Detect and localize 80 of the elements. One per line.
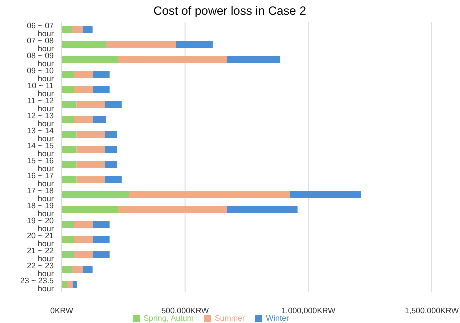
y-tick-label: 12 ~ 13 hour: [27, 111, 55, 128]
bar: [83, 266, 93, 273]
bar: [93, 71, 110, 78]
bar: [62, 221, 74, 228]
bar: [93, 251, 110, 258]
chart-title: Cost of power loss in Case 2: [152, 3, 308, 20]
bar: [104, 161, 118, 168]
bar: [62, 131, 77, 138]
legend-label: Summer: [214, 314, 246, 323]
bar: [93, 86, 110, 93]
bar: [76, 161, 105, 168]
bar: [62, 191, 130, 198]
y-tick-label: 08 ~ 09 hour: [27, 51, 55, 68]
bar: [72, 281, 78, 288]
bar: [93, 116, 106, 123]
bar: [104, 101, 122, 108]
bar: [76, 176, 105, 183]
bar: [62, 41, 106, 48]
bar: [176, 41, 213, 48]
bar: [106, 41, 176, 48]
bar: [129, 191, 290, 198]
bar: [62, 116, 74, 123]
bar: [93, 221, 110, 228]
bar: [83, 26, 93, 33]
y-tick-label: 23 ~ 23.5 hour: [20, 276, 55, 294]
y-tick-label: 06 ~ 07 hour: [27, 21, 55, 38]
y-tick-label: 14 ~ 15 hour: [27, 141, 55, 158]
bar: [104, 176, 122, 183]
bar: [118, 206, 228, 213]
bar: [227, 56, 281, 63]
bar: [74, 251, 94, 258]
y-tick-label: 18 ~ 19 hour: [27, 201, 55, 218]
legend-label: Spring, Autum: [144, 314, 194, 323]
bar: [62, 161, 77, 168]
bar: [62, 101, 77, 108]
bar: [67, 281, 73, 288]
y-tick-label: 15 ~ 16 hour: [27, 156, 55, 174]
bar: [104, 131, 118, 138]
bar: [62, 251, 74, 258]
bar: [227, 206, 298, 213]
bar: [74, 116, 94, 123]
bar: [62, 56, 118, 63]
y-tick-label: 07 ~ 08 hour: [27, 36, 55, 54]
bar: [62, 176, 77, 183]
x-tick-label: 1,000,000KRW: [282, 306, 336, 316]
bar: [62, 266, 72, 273]
bar: [74, 236, 94, 243]
bar: [104, 146, 118, 153]
y-tick-label: 09 ~ 10 hour: [27, 66, 55, 84]
legend-label: Winter: [266, 314, 290, 323]
x-tick-label: 500,000KRW: [162, 306, 210, 316]
bar: [72, 266, 84, 273]
y-tick-label: 13 ~ 14 hour: [27, 126, 55, 144]
y-tick-label: 22 ~ 23 hour: [27, 261, 55, 278]
x-tick-label: 0KRW: [50, 306, 74, 316]
y-tick-label: 16 ~ 17 hour: [27, 171, 55, 188]
bar: [62, 146, 77, 153]
x-tick-label: 1,500,000KRW: [404, 306, 460, 316]
bar: [290, 191, 362, 198]
bar: [62, 71, 74, 78]
bar: [72, 26, 84, 33]
bar: [76, 131, 105, 138]
bar: [62, 236, 74, 243]
bar: [62, 86, 74, 93]
bar: [76, 101, 105, 108]
y-tick-label: 21 ~ 22 hour: [27, 246, 55, 264]
bar: [118, 56, 228, 63]
bar: [74, 221, 94, 228]
bar: [93, 236, 110, 243]
y-tick-label: 20 ~ 21 hour: [27, 231, 55, 248]
bar: [74, 86, 94, 93]
y-tick-label: 11 ~ 12 hour: [28, 96, 55, 114]
bar: [74, 71, 94, 78]
bar: [62, 26, 72, 33]
y-tick-label: 19 ~ 20 hour: [27, 216, 55, 234]
y-tick-label: 10 ~ 11 hour: [28, 81, 55, 98]
bar: [76, 146, 105, 153]
bar: [62, 281, 68, 288]
bar: [62, 206, 118, 213]
y-tick-label: 17 ~ 18 hour: [27, 186, 55, 204]
